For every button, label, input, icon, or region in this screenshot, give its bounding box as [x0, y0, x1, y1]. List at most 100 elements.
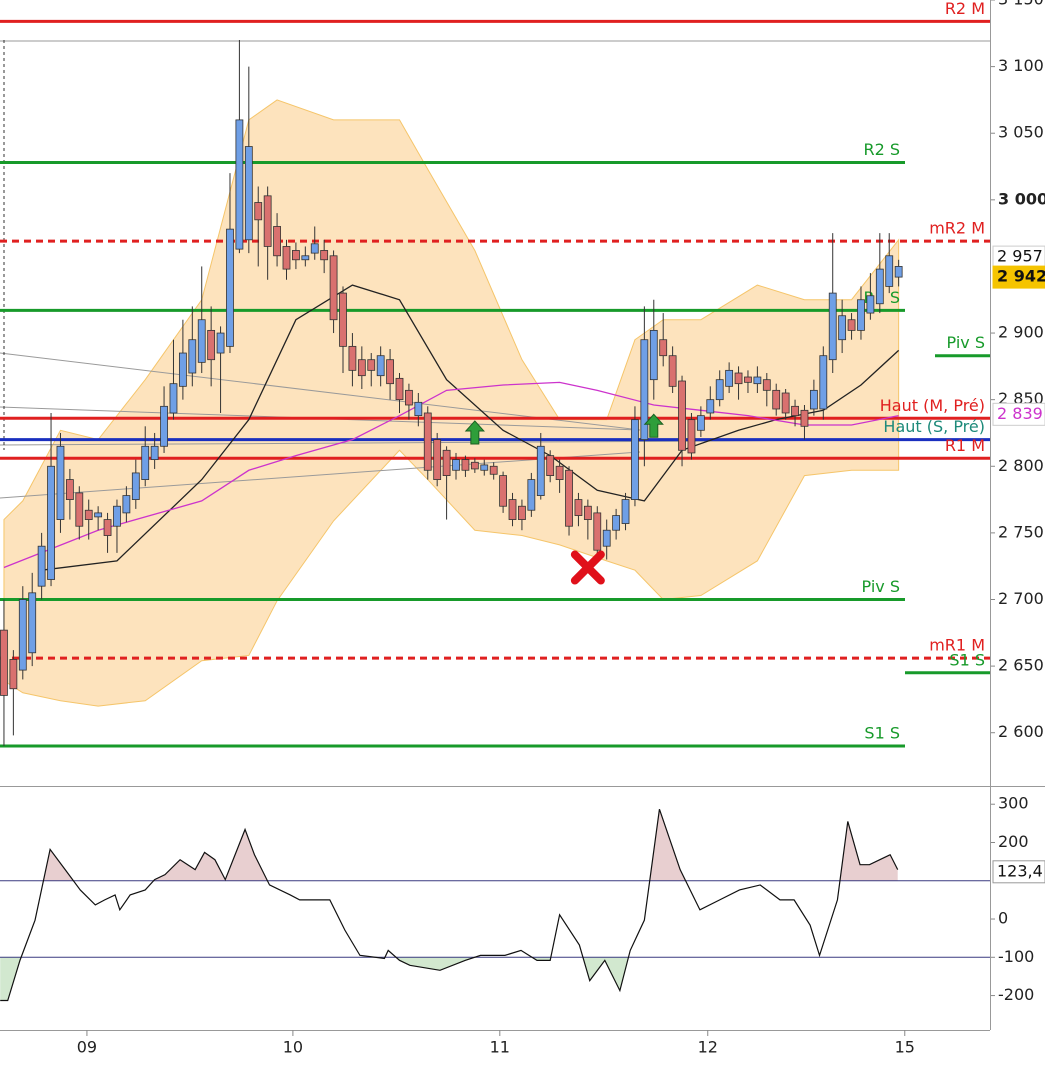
candle-body	[894, 266, 903, 278]
candle-body	[405, 389, 413, 406]
candle-body	[188, 339, 197, 374]
candle-body	[772, 389, 781, 410]
candle-body	[857, 299, 865, 331]
candle-body	[659, 339, 668, 357]
candle-body	[885, 255, 894, 287]
level-label: R1 M	[945, 436, 985, 455]
candle-body	[244, 146, 253, 241]
candle-body	[113, 505, 121, 527]
x-tick-label: 10	[283, 1038, 303, 1057]
level-label: R2 S	[863, 140, 900, 159]
candle-body	[706, 399, 715, 414]
candle-body	[744, 376, 752, 383]
candle-body	[838, 315, 847, 341]
level-label: R2 M	[945, 0, 985, 18]
candle-body	[828, 292, 837, 361]
candle-body	[160, 405, 168, 447]
candle-body	[254, 202, 263, 221]
level-label: mR2 M	[929, 219, 985, 238]
candle-body	[122, 495, 131, 514]
candle-body	[470, 461, 479, 470]
candle-body	[612, 515, 621, 531]
candle-body	[94, 512, 103, 518]
candle-body	[649, 329, 658, 381]
buy-arrow	[643, 413, 664, 438]
candle-body	[875, 268, 884, 305]
candle-body	[18, 599, 27, 671]
candle-body	[593, 512, 602, 551]
candle-body	[696, 415, 705, 431]
candle-body	[357, 359, 366, 377]
y2-tick-label: 300	[998, 794, 1029, 813]
level-label: S1 S	[864, 724, 900, 743]
candle-body	[263, 195, 272, 247]
candle-body	[866, 295, 875, 314]
level-label: Haut (S, Pré)	[883, 417, 985, 436]
y-tick-label: 3 000	[998, 189, 1045, 208]
candle-body	[141, 445, 150, 480]
price-tag-label: 2 839	[997, 404, 1043, 423]
candle-body	[687, 419, 696, 454]
candle-body	[583, 505, 592, 520]
oscillator-tag	[992, 860, 1045, 884]
candle-body	[329, 255, 338, 321]
candle-body	[781, 392, 790, 414]
candle-body	[0, 629, 8, 696]
candle-body	[169, 383, 178, 414]
candle-body	[602, 529, 611, 547]
candle-body	[395, 377, 404, 401]
price-tag	[992, 402, 1045, 426]
candle-body	[461, 459, 470, 471]
y-tick-label: 3 100	[998, 56, 1044, 75]
candle-body	[847, 319, 856, 331]
indicator-line	[3, 381, 899, 569]
y-tick-label: 2 800	[998, 456, 1044, 475]
candle-body	[348, 345, 357, 371]
price-tag-label: 2 942	[997, 267, 1045, 286]
buy-arrow	[464, 420, 485, 445]
candle-body	[800, 409, 809, 427]
y2-tick-label: 200	[998, 832, 1029, 851]
candle-body	[414, 401, 423, 417]
oscillator-tag-label: 123,4	[997, 861, 1043, 880]
candle-body	[386, 359, 394, 385]
candle-body	[339, 292, 347, 347]
candle-body	[518, 505, 526, 520]
x-tick-label: 12	[698, 1038, 718, 1057]
candle-body	[235, 119, 244, 250]
level-label: Haut (M, Pré)	[880, 396, 985, 415]
candle-body	[715, 379, 724, 401]
price-tag-label: 2 957	[997, 247, 1043, 266]
candle-body	[75, 492, 84, 527]
candle-body	[442, 449, 451, 476]
candle-body	[753, 376, 762, 385]
candle-body	[725, 369, 734, 387]
candle-body	[499, 475, 507, 507]
x-tick-label: 15	[895, 1038, 915, 1057]
candle-body	[292, 250, 300, 261]
y-tick-label: 2 650	[998, 656, 1044, 675]
y-tick-label: 3 050	[998, 123, 1044, 142]
candle-body	[621, 499, 630, 524]
candle-body	[640, 339, 649, 441]
candle-body	[65, 479, 74, 500]
candle-body	[734, 372, 743, 385]
candle-body	[536, 445, 545, 496]
oscillator-panel: -200 -100 0 200 300 123,4	[0, 794, 1045, 1004]
candle-body	[508, 499, 517, 520]
candle-body	[310, 243, 319, 254]
candle-body	[809, 389, 818, 410]
candle-body	[56, 445, 65, 520]
candle-body	[367, 359, 376, 371]
candle-body	[762, 379, 771, 391]
price-tag	[992, 265, 1045, 289]
candle-body	[226, 228, 234, 347]
candle-body	[207, 329, 216, 361]
y2-tick-label: 0	[998, 909, 1008, 928]
y-tick-label: 2 700	[998, 589, 1044, 608]
candle-body	[178, 352, 187, 387]
candle-body	[489, 465, 498, 475]
